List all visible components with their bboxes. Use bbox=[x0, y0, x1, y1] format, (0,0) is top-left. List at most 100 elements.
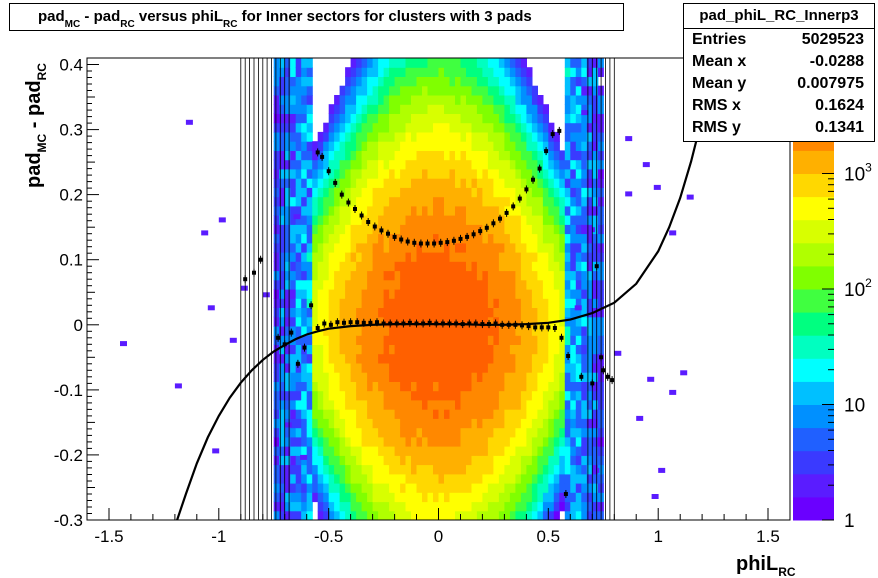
heat-cell bbox=[339, 372, 346, 382]
heat-cell bbox=[466, 335, 473, 345]
heat-cell bbox=[542, 279, 549, 290]
heat-cell bbox=[548, 131, 555, 142]
heat-cell bbox=[553, 168, 560, 179]
heat-cell bbox=[405, 261, 412, 272]
heat-cell bbox=[372, 436, 379, 447]
heat-cell bbox=[487, 501, 494, 512]
heat-cell bbox=[515, 261, 522, 272]
heat-cell bbox=[559, 178, 566, 188]
heat-cell bbox=[389, 409, 396, 419]
heat-cell bbox=[416, 372, 423, 382]
heat-cell bbox=[570, 279, 577, 290]
heat-cell bbox=[306, 409, 313, 419]
heat-cell bbox=[498, 224, 505, 235]
profile-lower-point bbox=[381, 321, 386, 326]
heat-cell bbox=[345, 390, 352, 401]
heat-cell bbox=[438, 427, 445, 438]
heat-cell bbox=[433, 159, 440, 170]
heat-cell bbox=[471, 252, 478, 262]
heat-cell bbox=[416, 298, 423, 308]
heat-cell bbox=[378, 205, 385, 216]
heat-cell bbox=[449, 473, 456, 484]
heat-cell bbox=[548, 270, 555, 281]
heat-cell bbox=[323, 261, 330, 272]
heat-cell bbox=[471, 233, 478, 244]
heat-cell bbox=[345, 492, 352, 503]
heat-cell bbox=[389, 501, 396, 512]
heat-cell bbox=[427, 427, 434, 438]
heat-cell bbox=[455, 233, 462, 244]
heat-cell bbox=[301, 483, 308, 493]
heat-cell bbox=[444, 178, 451, 188]
heat-cell bbox=[284, 178, 291, 188]
heat-cell bbox=[389, 436, 396, 447]
heat-cell bbox=[378, 113, 385, 124]
heat-cell bbox=[531, 455, 538, 466]
heat-cell bbox=[482, 418, 489, 429]
heat-cell bbox=[559, 483, 566, 493]
heat-cell bbox=[284, 298, 291, 308]
heat-cell bbox=[400, 501, 407, 512]
heat-cell bbox=[295, 270, 302, 281]
heat-cell bbox=[295, 122, 302, 133]
heat-cell bbox=[515, 326, 522, 336]
heat-cell bbox=[438, 58, 445, 68]
heat-cell bbox=[526, 122, 533, 133]
heat-cell bbox=[482, 510, 489, 520]
heat-cell bbox=[460, 58, 467, 68]
heat-cell bbox=[581, 76, 588, 87]
heat-cell bbox=[367, 159, 374, 170]
heat-cell bbox=[498, 113, 505, 124]
heat-cell bbox=[301, 85, 308, 96]
heat-cell bbox=[487, 76, 494, 87]
heat-cell bbox=[367, 67, 374, 77]
heat-cell bbox=[301, 104, 308, 114]
heat-cell bbox=[570, 335, 577, 345]
heat-cell bbox=[323, 215, 330, 225]
heat-cell bbox=[273, 390, 280, 401]
heat-cell bbox=[526, 510, 533, 520]
heat-cell bbox=[339, 335, 346, 345]
heat-cell bbox=[438, 178, 445, 188]
heat-cell bbox=[542, 131, 549, 142]
heat-cell bbox=[444, 95, 451, 105]
heat-cell bbox=[531, 252, 538, 262]
heat-cell bbox=[427, 326, 434, 336]
heat-cell bbox=[537, 307, 544, 318]
heat-cell bbox=[378, 399, 385, 410]
heat-cell bbox=[400, 279, 407, 290]
heat-cell bbox=[515, 427, 522, 438]
heat-cell bbox=[559, 427, 566, 438]
heat-cell bbox=[411, 178, 418, 188]
heat-cell bbox=[317, 335, 324, 345]
heat-cell bbox=[394, 178, 401, 188]
heat-cell bbox=[312, 242, 319, 253]
heat-cell bbox=[290, 362, 297, 373]
heat-cell bbox=[372, 187, 379, 198]
heat-cell bbox=[515, 316, 522, 327]
heat-cell bbox=[509, 298, 516, 308]
heat-cell bbox=[564, 418, 571, 429]
heat-cell bbox=[427, 501, 434, 512]
heat-cell bbox=[542, 242, 549, 253]
heat-cell bbox=[405, 168, 412, 179]
heat-cell bbox=[383, 418, 390, 429]
heat-cell bbox=[444, 483, 451, 493]
heat-cell bbox=[339, 113, 346, 124]
heat-cell bbox=[383, 270, 390, 281]
heat-cell bbox=[367, 113, 374, 124]
heat-cell bbox=[504, 473, 511, 484]
heat-cell bbox=[394, 159, 401, 170]
color-scale-step bbox=[793, 150, 834, 174]
heat-cell bbox=[570, 85, 577, 96]
heat-cell bbox=[306, 58, 313, 68]
heat-cell bbox=[471, 307, 478, 318]
heat-cell bbox=[466, 279, 473, 290]
heat-cell bbox=[295, 58, 302, 68]
heat-cell bbox=[449, 67, 456, 77]
heat-cell bbox=[284, 168, 291, 179]
heat-cell bbox=[433, 427, 440, 438]
heat-cell bbox=[290, 104, 297, 114]
heat-cell bbox=[449, 399, 456, 410]
heat-cell bbox=[520, 335, 527, 345]
